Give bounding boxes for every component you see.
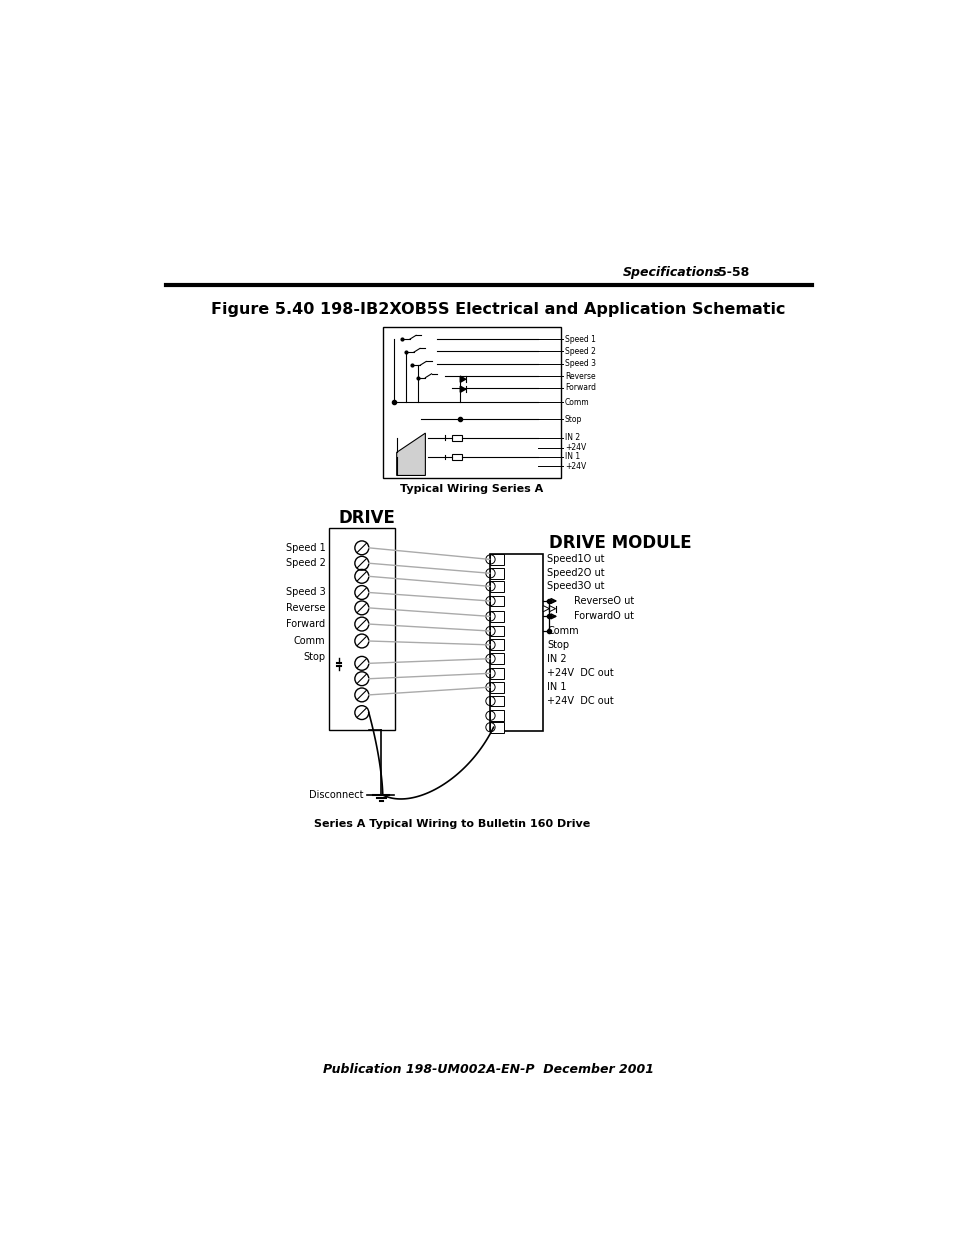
Text: Specifications: Specifications (622, 267, 721, 279)
Text: Speed3O ut: Speed3O ut (546, 582, 604, 592)
Text: IN 1: IN 1 (564, 452, 579, 462)
Text: DRIVE MODULE: DRIVE MODULE (548, 535, 691, 552)
Text: DRIVE: DRIVE (338, 509, 395, 527)
Text: ForwardO ut: ForwardO ut (574, 611, 634, 621)
Text: Speed 1: Speed 1 (564, 335, 595, 343)
Polygon shape (542, 605, 549, 611)
Bar (452, 435, 461, 441)
Bar (490, 710, 504, 721)
Text: Disconnect: Disconnect (309, 790, 363, 800)
Text: Series A Typical Wiring to Bulletin 160 Drive: Series A Typical Wiring to Bulletin 160 … (314, 819, 590, 829)
Text: +24V  DC out: +24V DC out (546, 697, 613, 706)
Text: Reverse: Reverse (286, 603, 325, 613)
Bar (329, 527, 395, 730)
Text: IN 2: IN 2 (564, 433, 579, 442)
Bar (490, 721, 504, 732)
Bar (490, 611, 504, 621)
Text: Stop: Stop (564, 415, 581, 424)
Text: Stop: Stop (303, 652, 325, 662)
Bar (490, 555, 504, 564)
Text: Speed 1: Speed 1 (285, 543, 325, 553)
Text: Figure 5.40 198-IB2XOB5S Electrical and Application Schematic: Figure 5.40 198-IB2XOB5S Electrical and … (211, 303, 784, 317)
Text: Publication 198-UM002A-EN-P  December 2001: Publication 198-UM002A-EN-P December 200… (323, 1062, 654, 1076)
Polygon shape (459, 377, 465, 383)
Bar (490, 653, 504, 664)
Text: IN 2: IN 2 (546, 653, 566, 663)
Text: +24V  DC out: +24V DC out (546, 668, 613, 678)
Text: Forward: Forward (286, 619, 325, 629)
Text: +24V: +24V (564, 443, 585, 452)
Bar (490, 568, 504, 579)
Bar (490, 682, 504, 693)
Bar (490, 695, 504, 706)
Text: Speed 3: Speed 3 (564, 359, 596, 368)
Text: Speed1O ut: Speed1O ut (546, 555, 604, 564)
Bar (490, 668, 504, 679)
Text: 5-58: 5-58 (718, 267, 749, 279)
Text: Typical Wiring Series A: Typical Wiring Series A (400, 484, 543, 494)
Bar (382, 327, 560, 478)
Bar (490, 580, 504, 592)
Text: Comm: Comm (294, 636, 325, 646)
Text: IN 1: IN 1 (546, 682, 566, 692)
Bar (490, 626, 504, 636)
Polygon shape (396, 433, 425, 475)
Bar (452, 454, 461, 461)
Text: Comm: Comm (564, 398, 589, 406)
Text: Comm: Comm (546, 626, 578, 636)
Text: Speed2O ut: Speed2O ut (546, 568, 604, 578)
Bar (489, 555, 542, 731)
Text: Stop: Stop (546, 640, 569, 650)
Text: ReverseO ut: ReverseO ut (574, 597, 634, 606)
Text: Reverse: Reverse (564, 372, 595, 380)
Bar (490, 595, 504, 606)
Text: Speed 3: Speed 3 (285, 588, 325, 598)
Text: Speed 2: Speed 2 (285, 558, 325, 568)
Text: Forward: Forward (564, 383, 596, 393)
Text: +24V: +24V (564, 462, 585, 471)
Polygon shape (549, 605, 555, 611)
Bar (490, 640, 504, 651)
Text: Speed 2: Speed 2 (564, 347, 595, 356)
Polygon shape (459, 387, 465, 393)
